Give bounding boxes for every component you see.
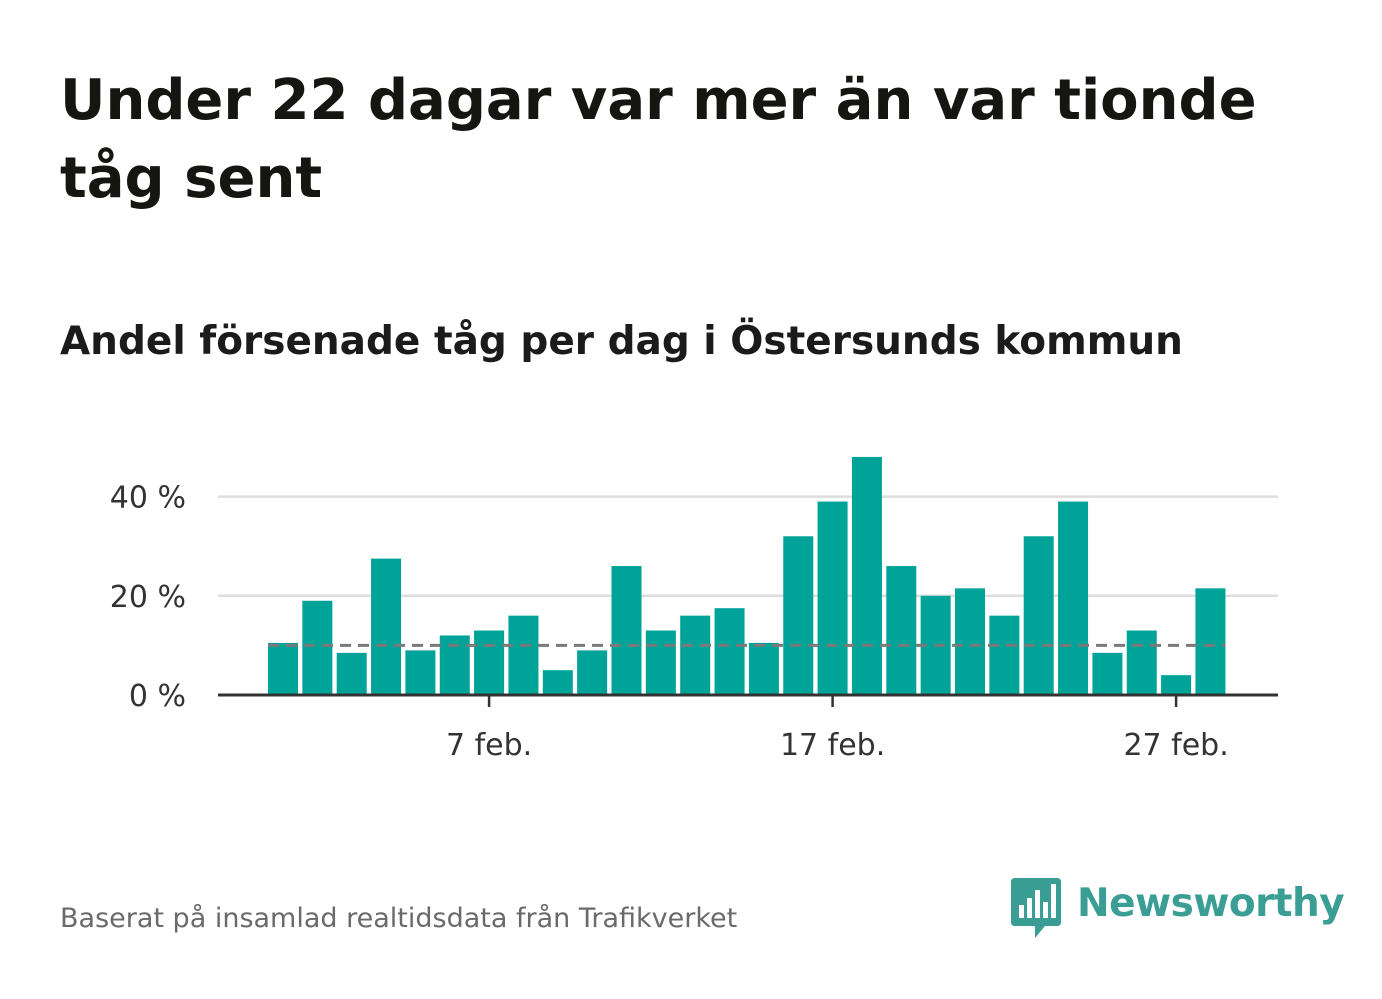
tick-labels: 0 % 20 % 40 % 7 feb. 17 feb. 27 feb.	[110, 481, 1229, 763]
axes	[218, 693, 1278, 707]
bar	[817, 501, 848, 695]
y-tick-label: 20 %	[110, 580, 186, 615]
x-tick-label: 27 feb.	[1123, 728, 1228, 763]
bar	[371, 558, 402, 695]
chart-subtitle: Andel försenade tåg per dag i Östersunds…	[60, 319, 1183, 364]
bar	[851, 456, 882, 695]
bar	[1195, 588, 1226, 695]
bar	[783, 536, 814, 695]
y-tick-label: 40 %	[110, 481, 186, 516]
bar	[886, 566, 917, 695]
bars	[268, 456, 1226, 695]
bar	[405, 650, 436, 695]
bar	[955, 588, 985, 695]
bar	[577, 650, 608, 695]
bar	[645, 630, 676, 695]
brand-name: Newsworthy	[1077, 881, 1345, 926]
x-tick-label: 7 feb.	[446, 728, 532, 763]
brand-logo: Newsworthy	[1011, 878, 1345, 942]
bar	[611, 566, 642, 695]
chart-title: Under 22 dagar var mer än var tionde tåg…	[60, 68, 1257, 211]
bar	[748, 642, 779, 695]
bar	[302, 600, 333, 695]
bar	[1058, 501, 1089, 695]
bar	[268, 642, 298, 695]
bar	[680, 615, 711, 695]
bar	[1161, 675, 1192, 695]
bar	[1126, 630, 1157, 695]
bar	[1023, 536, 1054, 695]
bar	[474, 630, 505, 695]
bar	[714, 608, 745, 695]
bar	[336, 652, 367, 695]
chart-bars-speech-bubble-icon	[1011, 878, 1061, 938]
bar	[508, 615, 539, 695]
x-tick-label: 17 feb.	[780, 728, 885, 763]
bar	[1092, 652, 1123, 695]
source-note: Baserat på insamlad realtidsdata från Tr…	[60, 903, 738, 934]
bar	[542, 670, 573, 695]
bar-chart: 0 % 20 % 40 % 7 feb. 17 feb. 27 feb.	[110, 456, 1278, 763]
bar	[989, 615, 1020, 695]
y-tick-label: 0 %	[129, 679, 186, 714]
